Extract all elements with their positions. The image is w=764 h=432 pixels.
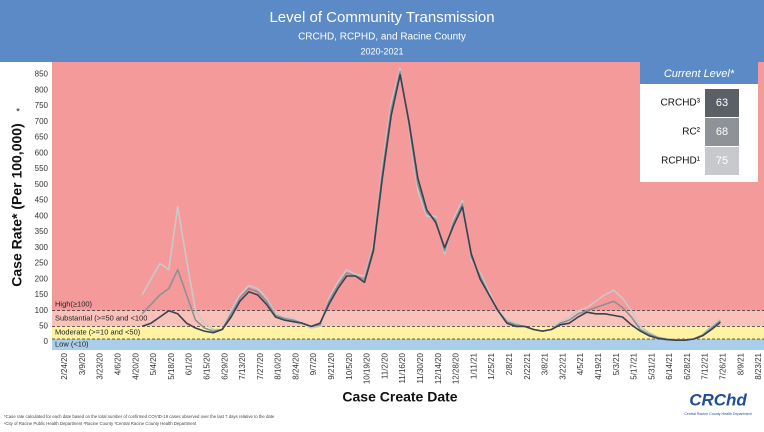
y-tick-label: 500 bbox=[35, 180, 49, 189]
y-tick-label: 750 bbox=[35, 101, 49, 110]
chart-period: 2020-2021 bbox=[360, 46, 403, 56]
x-tick-label: 2/24/20 bbox=[60, 352, 69, 379]
panel-row-name: RC² bbox=[682, 127, 700, 138]
x-tick-label: 5/3/21 bbox=[612, 352, 621, 375]
x-tick-label: 6/15/20 bbox=[202, 352, 211, 379]
y-tick-label: 400 bbox=[35, 211, 49, 220]
x-tick-label: 11/2/20 bbox=[380, 352, 389, 379]
panel-row-name: RCPHD¹ bbox=[661, 156, 701, 167]
x-tick-label: 2/8/21 bbox=[505, 352, 514, 375]
panel-value: 75 bbox=[716, 155, 728, 167]
x-tick-label: 8/10/20 bbox=[274, 352, 283, 379]
x-tick-label: 3/23/20 bbox=[96, 352, 105, 379]
x-tick-label: 12/14/20 bbox=[434, 352, 443, 384]
x-tick-label: 8/23/21 bbox=[754, 352, 763, 379]
y-axis-note: * bbox=[16, 106, 20, 116]
footnote: *Case rate calculated for each date base… bbox=[4, 414, 275, 419]
y-tick-label: 250 bbox=[35, 259, 49, 268]
x-tick-label: 10/19/20 bbox=[363, 352, 372, 384]
x-tick-label: 3/8/21 bbox=[541, 352, 550, 375]
x-tick-label: 9/21/20 bbox=[327, 352, 336, 379]
x-tick-label: 4/5/21 bbox=[576, 352, 585, 375]
x-tick-label: 4/20/20 bbox=[131, 352, 140, 379]
level-band bbox=[52, 338, 764, 350]
panel-header bbox=[640, 62, 758, 84]
footnote: ¹City of Racine Public Health Department… bbox=[4, 421, 197, 426]
band-label: Substantial (>=50 and <100 bbox=[55, 314, 147, 323]
y-tick-label: 550 bbox=[35, 164, 49, 173]
y-tick-label: 150 bbox=[35, 290, 49, 299]
x-tick-label: 6/29/20 bbox=[220, 352, 229, 379]
y-tick-label: 300 bbox=[35, 243, 49, 252]
x-tick-label: 11/30/20 bbox=[416, 352, 425, 383]
y-tick-label: 450 bbox=[35, 196, 49, 205]
y-tick-label: 200 bbox=[35, 274, 49, 283]
y-tick-label: 50 bbox=[39, 322, 48, 331]
x-tick-label: 10/5/20 bbox=[345, 352, 354, 379]
y-tick-label: 850 bbox=[35, 70, 49, 79]
band-label: Moderate (>=10 and <50) bbox=[55, 328, 141, 337]
level-band bbox=[52, 326, 764, 339]
x-tick-label: 6/1/20 bbox=[185, 352, 194, 375]
x-tick-label: 7/27/20 bbox=[256, 352, 265, 379]
x-axis-label: Case Create Date bbox=[342, 389, 457, 405]
chart-title: Level of Community Transmission bbox=[269, 9, 494, 26]
x-tick-label: 9/7/20 bbox=[309, 352, 318, 375]
x-tick-label: 11/16/20 bbox=[398, 352, 407, 383]
x-tick-label: 12/28/20 bbox=[452, 352, 461, 384]
y-tick-label: 800 bbox=[35, 85, 49, 94]
y-tick-label: 700 bbox=[35, 117, 49, 126]
x-tick-label: 5/4/20 bbox=[149, 352, 158, 375]
x-tick-label: 3/9/20 bbox=[78, 352, 87, 375]
logo-mark: CRChd bbox=[689, 390, 747, 409]
series-line bbox=[141, 73, 721, 341]
x-tick-label: 6/28/21 bbox=[683, 352, 692, 379]
y-tick-label: 600 bbox=[35, 148, 49, 157]
y-tick-label: 0 bbox=[44, 337, 49, 346]
panel-row-name: CRCHD³ bbox=[661, 98, 701, 109]
logo-caption: Central Racine County Health Department bbox=[684, 412, 751, 416]
x-tick-label: 7/26/21 bbox=[719, 352, 728, 379]
panel-value-box bbox=[705, 89, 739, 117]
y-tick-label: 350 bbox=[35, 227, 49, 236]
x-tick-label: 7/12/21 bbox=[701, 352, 710, 379]
x-tick-label: 7/13/20 bbox=[238, 352, 247, 379]
x-tick-label: 4/19/21 bbox=[594, 352, 603, 379]
x-tick-label: 6/14/21 bbox=[665, 352, 674, 379]
panel-value: 63 bbox=[716, 97, 728, 109]
y-tick-label: 650 bbox=[35, 133, 49, 142]
panel-value-box bbox=[705, 118, 739, 146]
x-tick-label: 5/17/21 bbox=[630, 352, 639, 379]
x-tick-label: 2/22/21 bbox=[523, 352, 532, 379]
y-axis-label: Case Rate* (Per 100,000) bbox=[9, 123, 25, 286]
band-label: Low (<10) bbox=[55, 339, 89, 348]
y-tick-label: 100 bbox=[35, 306, 49, 315]
header-band bbox=[0, 0, 764, 62]
x-tick-label: 4/6/20 bbox=[113, 352, 122, 375]
panel-value-box bbox=[705, 147, 739, 175]
panel-value: 68 bbox=[716, 126, 728, 138]
chart-subtitle: CRCHD, RCPHD, and Racine County bbox=[298, 32, 466, 43]
x-tick-label: 5/18/20 bbox=[167, 352, 176, 379]
band-label: High(≥100) bbox=[55, 300, 93, 309]
x-tick-label: 8/24/20 bbox=[291, 352, 300, 379]
x-tick-label: 5/31/21 bbox=[647, 352, 656, 379]
x-tick-label: 1/11/21 bbox=[469, 352, 478, 379]
panel-title: Current Level* bbox=[664, 68, 735, 80]
x-tick-label: 3/22/21 bbox=[558, 352, 567, 379]
x-tick-label: 1/25/21 bbox=[487, 352, 496, 379]
x-tick-label: 8/9/21 bbox=[736, 352, 745, 375]
